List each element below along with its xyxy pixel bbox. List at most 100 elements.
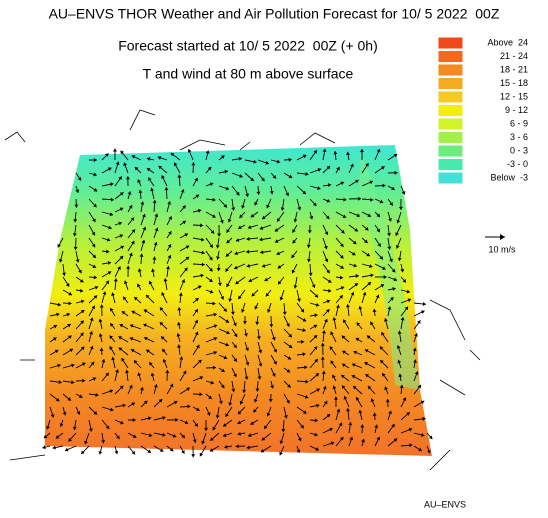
wind-arrow-head [401, 191, 406, 195]
wind-arrow-head [105, 280, 110, 285]
wind-arrow-head [397, 257, 402, 262]
wind-arrow-head [108, 225, 112, 230]
wind-arrow-head [143, 323, 147, 328]
wind-arrow-head [72, 233, 77, 237]
wind-arrow-head [120, 245, 124, 250]
wind-arrow-head [210, 380, 214, 385]
wind-arrow-head [137, 283, 141, 288]
wind-arrow-head [402, 278, 406, 283]
wind-arrow-head [107, 271, 112, 275]
wind-arrow-head [325, 309, 330, 313]
wind-arrow-head [235, 444, 239, 449]
legend-label: 18 - 21 [500, 64, 528, 74]
wind-arrow-head [322, 385, 327, 390]
wind-arrow-head [78, 394, 83, 398]
wind-arrow-head [315, 302, 320, 307]
wind-arrow-head [200, 273, 204, 278]
wind-arrow-head [66, 312, 70, 317]
wind-arrow-head [301, 339, 305, 344]
wind-arrow-head [342, 363, 346, 368]
wind-arrow-head [114, 450, 119, 455]
wind-arrow-head [115, 369, 120, 373]
legend-swatch [437, 77, 464, 90]
wind-arrow-head [209, 182, 214, 187]
wind-arrow-head [365, 374, 369, 378]
wind-arrow-head [75, 189, 80, 193]
wind-arrow-head [279, 296, 284, 301]
wind-arrow-head [326, 165, 331, 170]
wind-arrow-head [327, 183, 332, 188]
wind-arrow-head [396, 345, 401, 349]
wind-arrow-head [57, 302, 61, 307]
wind-arrow-head [383, 318, 388, 322]
wind-arrow-head [317, 186, 321, 191]
wind-arrow-head [272, 174, 277, 179]
title: AU–ENVS THOR Weather and Air Pollution F… [49, 6, 500, 22]
wind-arrow-head [177, 174, 182, 178]
wind-arrow-head [307, 230, 312, 234]
wind-arrow-head [287, 384, 291, 388]
wind-arrow-head [326, 414, 331, 418]
wind-arrow-head [130, 349, 135, 353]
wind-arrow-head [375, 294, 380, 299]
wind-arrow-head [194, 331, 199, 336]
wind-arrow-head [315, 447, 319, 451]
wind-arrow-head [177, 307, 182, 311]
wind-arrow-head [121, 311, 126, 315]
wind-arrow-head [109, 346, 114, 350]
wind-arrow-head [324, 258, 329, 263]
wind-arrow-head [261, 263, 266, 268]
wind-arrow-head [413, 359, 417, 363]
wind-arrow-head [162, 432, 166, 437]
wind-arrow-head [105, 425, 110, 429]
wind-arrow-head [340, 286, 345, 290]
wind-arrow-head [233, 322, 237, 327]
temperature-field-east [360, 150, 420, 390]
wind-arrow-head [212, 214, 216, 218]
wind-arrow-head [56, 312, 60, 317]
wind-arrow-head [198, 359, 202, 364]
wind-arrow-head [106, 237, 111, 242]
wind-arrow-head [241, 205, 245, 209]
wind-arrow-head [271, 336, 276, 341]
wind-arrow-head [93, 158, 97, 163]
wind-arrow-head [228, 402, 233, 406]
wind-arrow-head [93, 172, 97, 177]
wind-arrow-head [359, 149, 364, 153]
wind-arrow-head [226, 283, 230, 287]
wind-arrow-head [336, 408, 341, 413]
wind-arrow-head [339, 275, 344, 280]
wind-arrow-head [382, 373, 386, 377]
wind-arrow-head [57, 243, 61, 248]
wind-arrow-head [302, 154, 307, 159]
wind-arrow-head [201, 262, 205, 267]
wind-arrow-head [370, 273, 374, 278]
wind-arrow-head [217, 282, 222, 286]
wind-arrow-head [79, 278, 84, 283]
wind-arrow-head [169, 447, 174, 452]
wind-arrow-head [67, 324, 71, 328]
wind-arrow-head [55, 397, 60, 402]
wind-arrow-head [65, 283, 70, 287]
wind-arrow-head [115, 161, 120, 165]
wind-arrow-head [111, 356, 116, 361]
legend-swatch [437, 117, 464, 131]
wind-arrow-head [153, 242, 158, 246]
wind-arrow-head [391, 186, 395, 191]
wind-arrow-head [215, 415, 220, 419]
legend-label: 3 - 6 [510, 132, 528, 142]
wind-arrow-head [341, 385, 346, 389]
wind-arrow-head [131, 229, 136, 233]
wind-arrow-head [404, 306, 409, 311]
wind-arrow-head [127, 191, 132, 195]
wind-arrow-head [364, 239, 368, 244]
wind-arrow-head [79, 288, 84, 293]
wind-arrow-head [91, 243, 96, 248]
wind-arrow-head [339, 436, 344, 441]
wind-arrow-head [306, 244, 311, 248]
wind-arrow-head [184, 267, 188, 272]
legend-label: 15 - 18 [500, 78, 528, 88]
wind-arrow-head [388, 410, 392, 415]
wind-arrow-head [238, 295, 242, 300]
wind-arrow-head [158, 399, 163, 403]
